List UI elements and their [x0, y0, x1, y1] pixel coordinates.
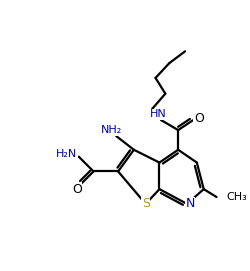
Text: H₂N: H₂N [56, 149, 77, 159]
Text: N: N [184, 197, 194, 210]
Text: NH₂: NH₂ [100, 125, 121, 135]
Text: O: O [193, 112, 203, 125]
Text: O: O [72, 183, 82, 196]
Text: S: S [141, 197, 149, 210]
Text: HN: HN [150, 109, 166, 119]
Text: CH₃: CH₃ [226, 192, 246, 202]
